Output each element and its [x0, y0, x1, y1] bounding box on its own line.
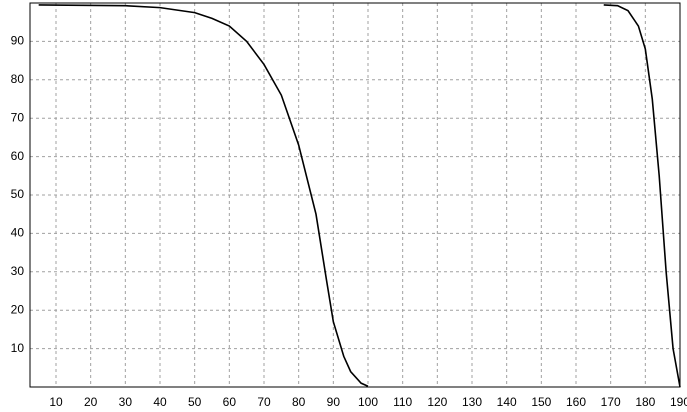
- x-tick-label: 150: [531, 395, 551, 409]
- y-tick-label: 90: [11, 34, 25, 48]
- x-tick-label: 40: [153, 395, 167, 409]
- x-tick-label: 70: [257, 395, 271, 409]
- x-tick-label: 190: [670, 395, 687, 409]
- x-tick-label: 30: [119, 395, 133, 409]
- x-tick-label: 50: [188, 395, 202, 409]
- x-tick-label: 80: [292, 395, 306, 409]
- x-tick-label: 120: [427, 395, 447, 409]
- x-tick-label: 20: [84, 395, 98, 409]
- x-tick-label: 10: [49, 395, 63, 409]
- x-tick-label: 60: [223, 395, 237, 409]
- y-tick-label: 40: [11, 226, 25, 240]
- x-tick-label: 90: [327, 395, 341, 409]
- y-tick-label: 60: [11, 149, 25, 163]
- x-tick-label: 140: [497, 395, 517, 409]
- x-tick-label: 170: [601, 395, 621, 409]
- x-tick-label: 110: [393, 395, 412, 409]
- x-tick-label: 130: [462, 395, 482, 409]
- y-tick-label: 10: [11, 341, 25, 355]
- y-tick-label: 50: [11, 187, 25, 201]
- y-tick-label: 30: [11, 264, 25, 278]
- y-tick-label: 20: [11, 302, 25, 316]
- x-tick-label: 160: [566, 395, 586, 409]
- y-tick-label: 80: [11, 72, 25, 86]
- x-tick-label: 180: [635, 395, 655, 409]
- data-line: [38, 4, 681, 388]
- x-tick-label: 100: [358, 395, 378, 409]
- y-tick-label: 70: [11, 110, 25, 124]
- plot-frame: [29, 2, 681, 388]
